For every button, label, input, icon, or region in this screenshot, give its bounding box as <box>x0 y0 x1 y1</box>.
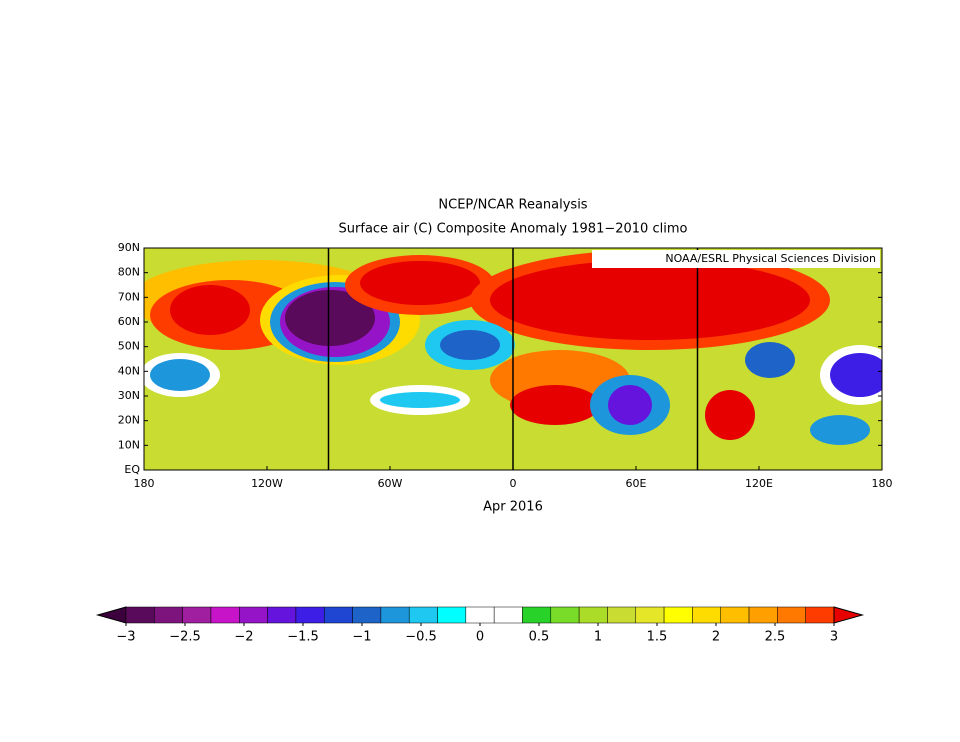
colorbar-box <box>239 606 268 624</box>
colorbar-box <box>578 606 608 624</box>
lat-label: 90N <box>118 241 140 254</box>
subtitle: Surface air (C) Composite Anomaly 1981−2… <box>339 222 688 237</box>
colorbar-box <box>352 606 382 624</box>
colorbar-box <box>323 606 353 624</box>
colorbar: −3 −2.5 −2 −1.5 −1 −0.5 0 0.5 1 1.5 2 2.5 3 <box>95 606 865 645</box>
colorbar-box <box>748 606 778 624</box>
lat-label: 70N <box>118 290 140 303</box>
colorbar-box <box>267 606 297 624</box>
colorbar-label: 2.5 <box>765 630 786 645</box>
colorbar-label: 3 <box>830 630 838 645</box>
lat-label: 30N <box>118 389 140 402</box>
colorbar-box <box>154 606 183 624</box>
lon-label: 120E <box>745 477 773 490</box>
colorbar-box <box>663 606 693 624</box>
credit-box <box>592 250 880 268</box>
colorbar-box <box>380 606 410 624</box>
colorbar-box <box>210 606 240 624</box>
colorbar-box <box>295 606 325 624</box>
lon-label: 0 <box>510 477 517 490</box>
lat-label: EQ <box>124 463 140 476</box>
meridian-lines <box>327 248 699 470</box>
lon-label: 180 <box>872 477 893 490</box>
colorbar-box <box>437 606 467 624</box>
time-label: Apr 2016 <box>483 500 543 515</box>
colorbar-label: 1 <box>594 630 602 645</box>
colorbar-label: −2.5 <box>169 630 201 645</box>
colorbar-box <box>805 606 835 624</box>
colorbar-label: 0.5 <box>529 630 550 645</box>
lat-label: 20N <box>118 414 140 427</box>
colorbar-box <box>720 606 750 624</box>
colorbar-box <box>125 606 155 624</box>
colorbar-box <box>777 606 806 624</box>
colorbar-box <box>522 606 552 624</box>
credit: NOAA/ESRL Physical Sciences Division <box>665 252 876 265</box>
colorbar-label: 2 <box>712 630 720 645</box>
lat-label: 50N <box>118 340 140 353</box>
lat-label: 10N <box>118 438 140 451</box>
anomaly-field <box>144 248 882 470</box>
colorbar-label: −1.5 <box>287 630 319 645</box>
title: NCEP/NCAR Reanalysis <box>438 198 587 213</box>
lon-label: 60E <box>626 477 647 490</box>
colorbar-label: −3 <box>116 630 135 645</box>
colorbar-box <box>408 606 438 624</box>
lat-label: 80N <box>118 266 140 279</box>
colorbar-arrow-left <box>95 606 127 624</box>
colorbar-arrow-right <box>833 606 865 624</box>
lon-label: 180 <box>134 477 155 490</box>
lat-label: 40N <box>118 364 140 377</box>
colorbar-box <box>635 606 665 624</box>
colorbar-box <box>493 606 523 624</box>
colorbar-label: 0 <box>476 630 484 645</box>
lon-label: 60W <box>378 477 403 490</box>
lat-label: 60N <box>118 315 140 328</box>
colorbar-box <box>182 606 212 624</box>
colorbar-label: 1.5 <box>647 630 668 645</box>
colorbar-label: −0.5 <box>405 630 437 645</box>
colorbar-box <box>550 606 580 624</box>
colorbar-label: −1 <box>352 630 371 645</box>
colorbar-label: −2 <box>234 630 253 645</box>
colorbar-box <box>465 606 495 624</box>
lon-label: 120W <box>251 477 283 490</box>
colorbar-box <box>607 606 637 624</box>
colorbar-box <box>692 606 721 624</box>
